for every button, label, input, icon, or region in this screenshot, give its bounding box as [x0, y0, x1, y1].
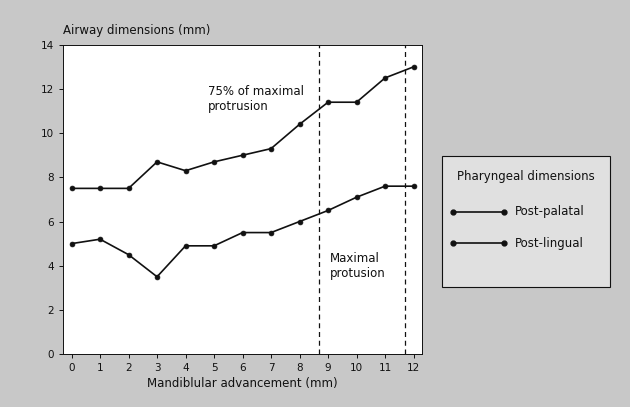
Text: Post-lingual: Post-lingual [515, 237, 584, 249]
Text: Airway dimensions (mm): Airway dimensions (mm) [63, 24, 210, 37]
FancyBboxPatch shape [442, 156, 610, 287]
Text: Pharyngeal dimensions: Pharyngeal dimensions [457, 170, 595, 183]
Text: 75% of maximal
protrusion: 75% of maximal protrusion [209, 85, 304, 113]
X-axis label: Mandiblular advancement (mm): Mandiblular advancement (mm) [147, 377, 338, 390]
Text: Maximal
protusion: Maximal protusion [329, 252, 385, 280]
Text: Post-palatal: Post-palatal [515, 206, 585, 218]
